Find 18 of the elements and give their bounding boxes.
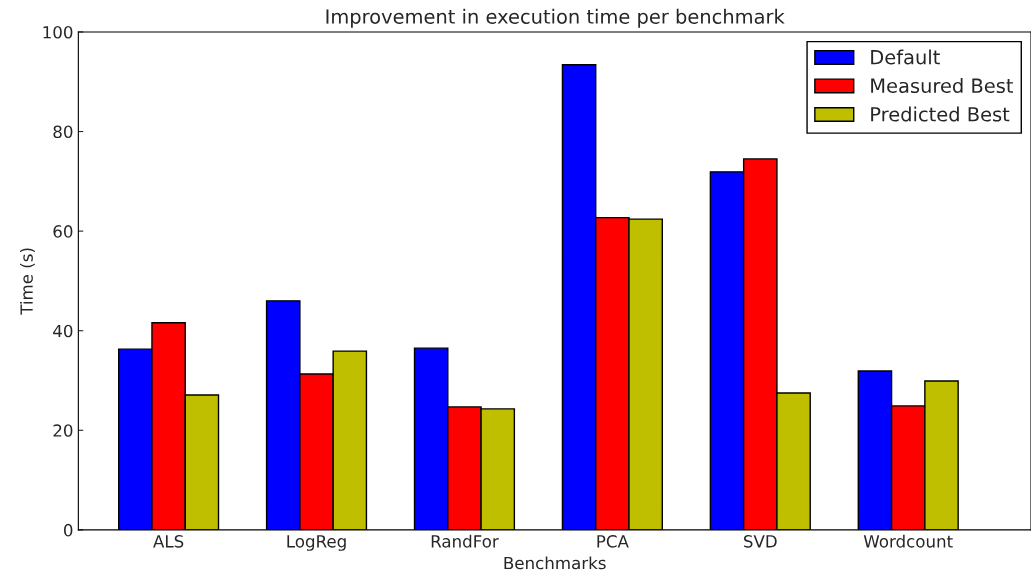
y-axis-title: Time (s): [20, 248, 35, 315]
x-tick-label: ALS: [153, 535, 184, 548]
y-tick-label: 80: [53, 125, 73, 139]
y-tick-label: 40: [53, 324, 73, 338]
legend-label: Default: [871, 49, 940, 65]
legend-label: Measured Best: [871, 78, 1014, 94]
x-tick-label: LogReg: [287, 535, 346, 551]
y-tick-label: 0: [63, 523, 73, 537]
x-tick-label: SVD: [743, 535, 777, 548]
y-tick-label: 20: [53, 424, 73, 437]
x-axis-title: Benchmarks: [504, 556, 606, 570]
x-tick-label: Wordcount: [863, 534, 953, 548]
x-tick-label: RandFor: [431, 534, 499, 548]
x-tick-label: PCA: [597, 535, 629, 548]
y-tick-label: 60: [53, 225, 73, 238]
chart-title: Improvement in execution time per benchmark: [326, 8, 785, 28]
y-tick-label: 100: [43, 25, 73, 39]
legend-label: Predicted Best: [871, 106, 1010, 122]
